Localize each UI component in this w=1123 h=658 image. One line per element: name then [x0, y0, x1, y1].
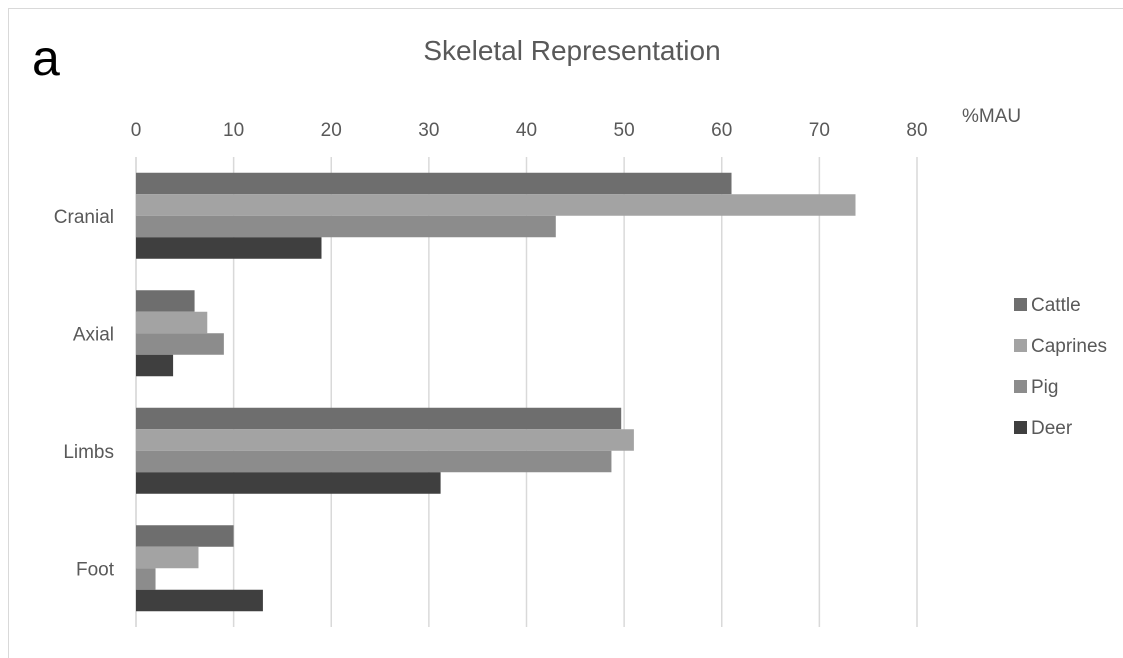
bar-caprines-limbs: [136, 429, 634, 451]
x-tick-label: 20: [321, 120, 342, 141]
bar-caprines-axial: [136, 311, 208, 334]
x-tick-label: 60: [711, 120, 732, 141]
legend-swatch-pig: [1014, 380, 1027, 393]
bars: [136, 172, 856, 612]
x-axis-label: %MAU: [962, 106, 1021, 127]
bar-cattle-limbs: [136, 407, 622, 430]
bar-caprines-cranial: [136, 194, 856, 216]
y-axis-labels: Cranial Axial Limbs Foot: [54, 207, 115, 581]
y-tick-label: Foot: [76, 559, 115, 580]
y-tick-label: Axial: [73, 324, 114, 345]
bar-deer-cranial: [136, 237, 322, 259]
bar-deer-axial: [136, 354, 174, 377]
legend-label-cattle: Cattle: [1031, 295, 1081, 316]
legend-label-caprines: Caprines: [1031, 336, 1107, 357]
x-tick-label: 50: [614, 120, 635, 141]
panel-label: a: [32, 30, 60, 86]
bar-deer-limbs: [136, 472, 441, 494]
legend-swatch-cattle: [1014, 298, 1027, 311]
bar-caprines-foot: [136, 546, 199, 569]
x-tick-label: 10: [223, 120, 244, 141]
legend-swatch-deer: [1014, 421, 1027, 434]
x-tick-label: 30: [418, 120, 439, 141]
legend: Cattle Caprines Pig Deer: [1014, 295, 1107, 439]
bar-deer-foot: [136, 589, 263, 612]
y-tick-label: Cranial: [54, 207, 114, 228]
chart-frame: [8, 8, 1123, 658]
bar-cattle-foot: [136, 525, 234, 547]
bar-pig-cranial: [136, 215, 556, 238]
x-tick-label: 40: [516, 120, 537, 141]
x-tick-label: 0: [131, 120, 142, 141]
legend-label-deer: Deer: [1031, 418, 1073, 439]
bar-cattle-cranial: [136, 172, 732, 195]
x-tick-label: 80: [906, 120, 927, 141]
bar-cattle-axial: [136, 290, 195, 312]
x-tick-label: 70: [809, 120, 830, 141]
y-tick-label: Limbs: [63, 442, 114, 463]
bar-pig-limbs: [136, 450, 612, 473]
legend-swatch-caprines: [1014, 339, 1027, 352]
x-axis-ticks: 0 10 20 30 40 50 60 70 80: [131, 120, 928, 141]
bar-pig-axial: [136, 333, 224, 355]
chart-title: Skeletal Representation: [423, 35, 720, 66]
legend-label-pig: Pig: [1031, 377, 1058, 398]
bar-pig-foot: [136, 568, 156, 590]
